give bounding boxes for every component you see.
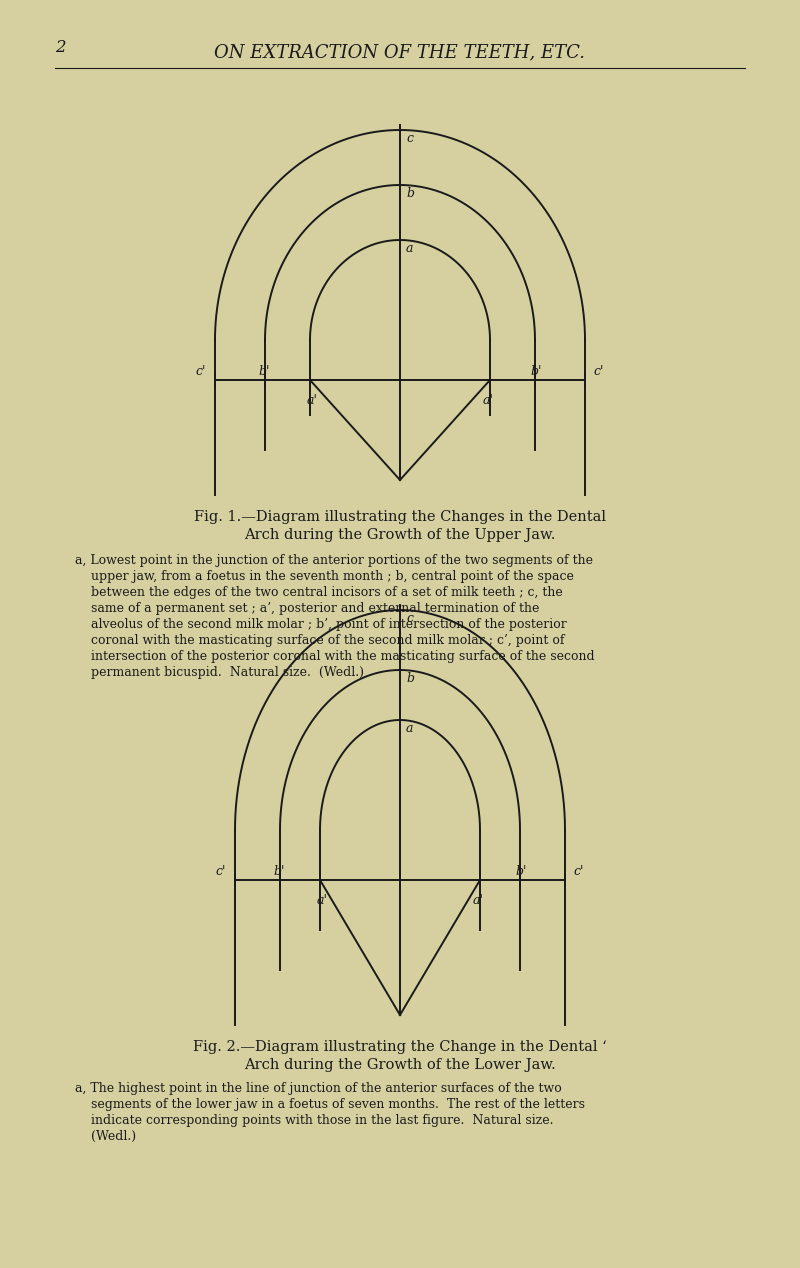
Text: alveolus of the second milk molar ; b’, point of intersection of the posterior: alveolus of the second milk molar ; b’, … — [75, 618, 566, 631]
Text: segments of the lower jaw in a foetus of seven months.  The rest of the letters: segments of the lower jaw in a foetus of… — [75, 1098, 585, 1111]
Text: a, The highest point in the line of junction of the anterior surfaces of the two: a, The highest point in the line of junc… — [75, 1082, 562, 1096]
Text: b': b' — [258, 365, 270, 378]
Text: a': a' — [306, 394, 318, 407]
Text: between the edges of the two central incisors of a set of milk teeth ; c, the: between the edges of the two central inc… — [75, 586, 562, 598]
Text: c: c — [406, 132, 413, 145]
Text: c': c' — [196, 365, 206, 378]
Text: (Wedl.): (Wedl.) — [75, 1130, 136, 1142]
Text: Arch during the Growth of the Upper Jaw.: Arch during the Growth of the Upper Jaw. — [244, 527, 556, 541]
Text: c: c — [406, 612, 413, 625]
Text: Arch during the Growth of the Lower Jaw.: Arch during the Growth of the Lower Jaw. — [244, 1058, 556, 1071]
Text: indicate corresponding points with those in the last figure.  Natural size.: indicate corresponding points with those… — [75, 1115, 554, 1127]
Text: a': a' — [482, 394, 494, 407]
Text: c': c' — [216, 865, 226, 877]
Text: b': b' — [530, 365, 542, 378]
Text: intersection of the posterior coronal with the masticating surface of the second: intersection of the posterior coronal wi… — [75, 650, 594, 663]
Text: Fig. 2.—Diagram illustrating the Change in the Dental ‘: Fig. 2.—Diagram illustrating the Change … — [193, 1040, 607, 1054]
Text: 2: 2 — [55, 39, 66, 56]
Text: a: a — [406, 721, 414, 735]
Text: upper jaw, from a foetus in the seventh month ; b, central point of the space: upper jaw, from a foetus in the seventh … — [75, 571, 574, 583]
Text: b': b' — [274, 865, 285, 877]
Text: a': a' — [473, 894, 483, 907]
Text: a: a — [406, 242, 414, 255]
Text: Fig. 1.—Diagram illustrating the Changes in the Dental: Fig. 1.—Diagram illustrating the Changes… — [194, 510, 606, 524]
Text: b: b — [406, 186, 414, 200]
Text: same of a permanent set ; a’, posterior and external termination of the: same of a permanent set ; a’, posterior … — [75, 602, 539, 615]
Text: c': c' — [594, 365, 604, 378]
Text: c': c' — [574, 865, 584, 877]
Text: ON EXTRACTION OF THE TEETH, ETC.: ON EXTRACTION OF THE TEETH, ETC. — [214, 43, 586, 61]
Text: permanent bicuspid.  Natural size.  (Wedl.): permanent bicuspid. Natural size. (Wedl.… — [75, 666, 364, 678]
Text: a': a' — [317, 894, 327, 907]
Text: a, Lowest point in the junction of the anterior portions of the two segments of : a, Lowest point in the junction of the a… — [75, 554, 593, 567]
Text: b': b' — [515, 865, 526, 877]
Text: coronal with the masticating surface of the second milk molar ; c’, point of: coronal with the masticating surface of … — [75, 634, 565, 647]
Text: b: b — [406, 672, 414, 685]
